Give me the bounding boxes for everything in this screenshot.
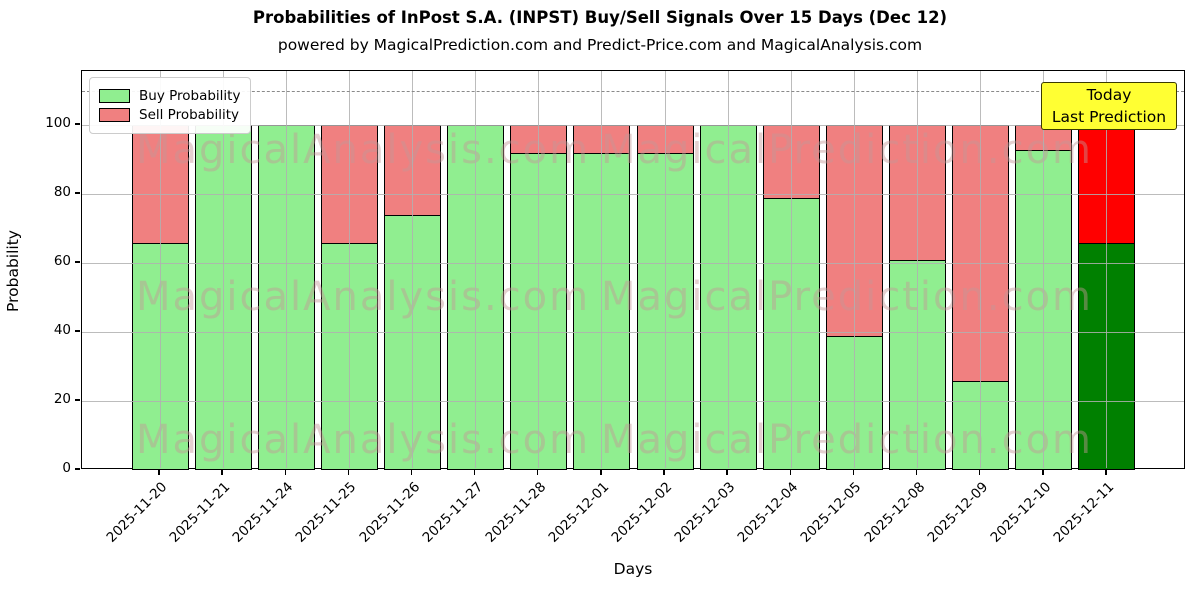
y-tick-mark bbox=[75, 192, 80, 194]
x-tick-mark bbox=[347, 470, 350, 475]
y-gridline bbox=[82, 125, 1184, 127]
plot-area: MagicalAnalysis.com MagicalPrediction.com… bbox=[81, 70, 1185, 470]
x-tick-label: 2025-11-25 bbox=[292, 479, 360, 546]
x-gridline bbox=[980, 71, 982, 468]
x-tick-mark bbox=[410, 470, 413, 475]
x-tick-label: 2025-12-09 bbox=[924, 479, 992, 546]
x-tick-label: 2025-11-21 bbox=[166, 479, 234, 546]
x-gridline bbox=[790, 71, 792, 468]
x-tick-label: 2025-11-27 bbox=[419, 479, 486, 546]
x-tick-label: 2025-12-05 bbox=[797, 479, 865, 546]
legend-label-buy: Buy Probability bbox=[139, 88, 241, 104]
chart-title: Probabilities of InPost S.A. (INPST) Buy… bbox=[252, 8, 948, 27]
x-gridline bbox=[538, 71, 540, 468]
y-tick-label: 80 bbox=[53, 184, 71, 201]
x-tick-mark bbox=[789, 470, 791, 475]
y-gridline bbox=[82, 194, 1184, 196]
x-tick-mark bbox=[284, 470, 286, 475]
buy-swatch-icon bbox=[99, 89, 130, 103]
x-tick-mark bbox=[537, 470, 539, 475]
x-tick-mark bbox=[978, 470, 981, 475]
x-gridline bbox=[159, 71, 161, 468]
y-tick-mark bbox=[75, 123, 80, 125]
x-gridline bbox=[1106, 71, 1108, 468]
y-tick-mark bbox=[75, 468, 80, 470]
x-gridline bbox=[412, 71, 414, 468]
legend: Buy Probability Sell Probability bbox=[89, 77, 252, 134]
x-tick-mark bbox=[726, 470, 728, 475]
dashed-threshold-line bbox=[82, 90, 1184, 92]
x-gridline bbox=[917, 71, 919, 468]
x-tick-label: 2025-11-26 bbox=[356, 479, 423, 546]
x-tick-label: 2025-11-24 bbox=[229, 479, 297, 546]
y-tick-label: 100 bbox=[45, 115, 71, 132]
x-gridline bbox=[475, 71, 477, 468]
x-tick-label: 2025-12-01 bbox=[545, 479, 613, 546]
x-tick-mark bbox=[915, 470, 918, 475]
y-tick-mark bbox=[75, 261, 80, 263]
x-tick-mark bbox=[1042, 470, 1044, 475]
x-tick-label: 2025-12-08 bbox=[861, 479, 928, 546]
legend-entry-buy: Buy Probability bbox=[99, 88, 240, 104]
today-annotation-line1: Today bbox=[1086, 86, 1132, 104]
x-gridline bbox=[222, 71, 224, 468]
y-gridline bbox=[82, 263, 1184, 265]
x-tick-label: 2025-12-04 bbox=[734, 479, 802, 546]
x-tick-mark bbox=[158, 470, 160, 475]
legend-label-sell: Sell Probability bbox=[139, 107, 240, 123]
x-gridline bbox=[727, 71, 729, 468]
x-gridline bbox=[664, 71, 666, 468]
today-annotation: Today Last Prediction bbox=[1041, 82, 1177, 130]
x-tick-mark bbox=[600, 470, 602, 475]
x-tick-label: 2025-12-10 bbox=[987, 479, 1055, 546]
x-gridline bbox=[601, 71, 603, 468]
today-annotation-line2: Last Prediction bbox=[1051, 108, 1167, 126]
y-tick-label: 0 bbox=[62, 460, 71, 476]
sell-swatch-icon bbox=[99, 108, 130, 122]
y-tick-mark bbox=[75, 330, 80, 332]
x-axis-label: Days bbox=[613, 560, 653, 578]
y-tick-mark bbox=[75, 399, 80, 401]
chart-subtitle: powered by MagicalPrediction.com and Pre… bbox=[277, 36, 923, 54]
x-tick-label: 2025-11-20 bbox=[103, 479, 171, 546]
x-gridline bbox=[285, 71, 287, 468]
x-tick-mark bbox=[663, 470, 665, 475]
y-tick-label: 40 bbox=[53, 322, 71, 339]
x-gridline bbox=[1043, 71, 1045, 468]
x-tick-label: 2025-12-03 bbox=[671, 479, 739, 546]
y-gridline bbox=[82, 332, 1184, 334]
x-tick-mark bbox=[473, 470, 476, 475]
y-gridline bbox=[82, 401, 1184, 403]
x-tick-label: 2025-11-28 bbox=[482, 479, 550, 546]
x-tick-mark bbox=[852, 470, 855, 475]
x-tick-mark bbox=[221, 470, 223, 475]
x-tick-label: 2025-12-11 bbox=[1050, 479, 1118, 546]
y-axis-label: Probability bbox=[4, 230, 22, 312]
y-tick-label: 60 bbox=[53, 253, 71, 270]
x-gridline bbox=[853, 71, 855, 468]
x-tick-mark bbox=[1105, 470, 1107, 475]
x-tick-label: 2025-12-02 bbox=[608, 479, 676, 546]
y-tick-label: 20 bbox=[53, 391, 71, 408]
legend-entry-sell: Sell Probability bbox=[99, 107, 240, 123]
x-gridline bbox=[348, 71, 350, 468]
